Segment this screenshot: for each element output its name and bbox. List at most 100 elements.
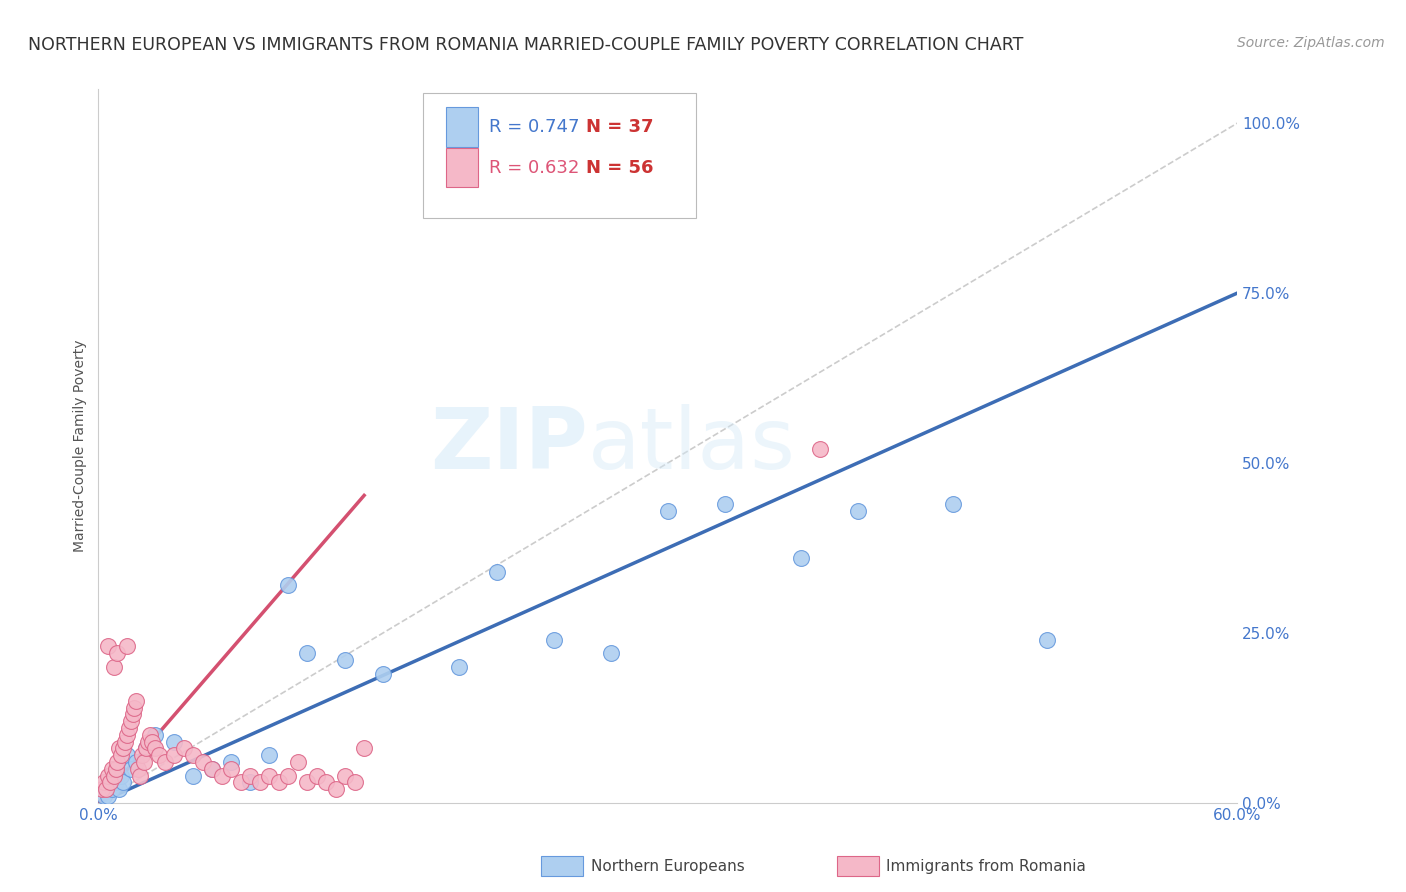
Point [103,769,125,783]
Point [657,503,679,517]
Point [325,782,347,797]
Point [145,741,167,756]
Text: Northern Europeans: Northern Europeans [591,859,744,873]
Point [115,728,138,742]
Text: atlas: atlas [588,404,796,488]
Point [132,755,155,769]
Point [112,741,135,756]
Text: Source: ZipAtlas.com: Source: ZipAtlas.com [1237,36,1385,50]
Point [449,660,471,674]
Point [191,755,214,769]
Point [115,748,138,763]
Point [110,769,132,783]
Point [183,748,205,763]
Text: R = 0.747: R = 0.747 [489,118,579,136]
FancyBboxPatch shape [446,107,478,146]
Point [714,497,737,511]
Point [297,775,319,789]
Point [846,503,869,517]
Point [121,707,143,722]
Point [239,769,262,783]
Point [94,782,117,797]
Point [371,666,394,681]
Point [108,741,131,756]
Point [97,640,120,654]
Point [153,755,176,769]
Point [148,748,170,763]
Point [120,762,142,776]
Point [163,734,186,748]
Point [129,769,152,783]
Point [141,734,163,748]
Text: Immigrants from Romania: Immigrants from Romania [886,859,1085,873]
Point [135,741,157,756]
Point [239,775,262,789]
Point [103,769,125,783]
Point [93,775,115,789]
Point [98,775,121,789]
Point [112,775,135,789]
Point [543,632,565,647]
Point [790,551,813,566]
Point [97,769,120,783]
Point [315,775,337,789]
Text: N = 56: N = 56 [586,159,654,177]
FancyBboxPatch shape [446,148,478,187]
Point [211,769,233,783]
Text: NORTHERN EUROPEAN VS IMMIGRANTS FROM ROMANIA MARRIED-COUPLE FAMILY POVERTY CORRE: NORTHERN EUROPEAN VS IMMIGRANTS FROM ROM… [28,36,1024,54]
Point [267,775,290,789]
Y-axis label: Married-Couple Family Poverty: Married-Couple Family Poverty [73,340,87,552]
Point [201,762,224,776]
Point [297,646,319,660]
Point [249,775,271,789]
Point [277,578,299,592]
Point [100,782,122,797]
Point [600,646,623,660]
Point [103,660,125,674]
Point [93,789,115,803]
FancyBboxPatch shape [423,93,696,218]
Point [97,789,120,803]
Point [201,762,224,776]
Point [229,775,252,789]
Point [335,769,357,783]
Point [125,694,148,708]
Point [120,714,142,729]
Point [107,755,129,769]
Point [98,775,121,789]
Point [107,762,129,776]
Point [107,646,129,660]
Point [287,755,309,769]
Point [104,762,127,776]
Point [335,653,357,667]
Point [131,748,153,763]
Text: ZIP: ZIP [430,404,588,488]
Point [118,721,141,735]
Point [100,762,122,776]
Point [108,782,131,797]
Point [145,728,167,742]
Point [104,775,127,789]
Point [221,762,243,776]
Point [353,741,375,756]
Point [125,755,148,769]
Point [343,775,366,789]
Point [173,741,195,756]
Text: R = 0.632: R = 0.632 [489,159,579,177]
Point [277,769,299,783]
Point [138,728,160,742]
Point [305,769,328,783]
Point [1036,632,1059,647]
Point [110,748,132,763]
Point [135,741,157,756]
Point [91,782,114,797]
Point [127,762,149,776]
Point [808,442,831,457]
Point [115,640,138,654]
Point [136,734,159,748]
Point [486,565,509,579]
Point [124,700,146,714]
Point [259,748,281,763]
Point [259,769,281,783]
Point [942,497,965,511]
